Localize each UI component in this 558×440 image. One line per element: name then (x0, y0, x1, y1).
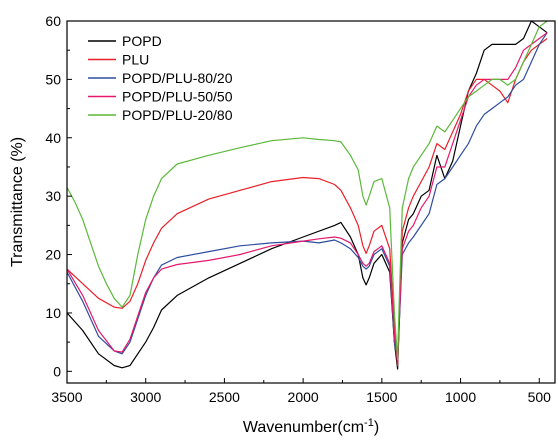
legend-label-2: POPD/PLU-80/20 (122, 70, 233, 86)
y-axis-title: Transmittance (%) (9, 137, 26, 267)
legend-label-0: POPD (122, 33, 162, 49)
x-tick-label: 500 (528, 389, 552, 405)
x-axis-title-superscript: -1 (364, 417, 374, 429)
x-tick-label: 3000 (130, 389, 161, 405)
series-line-0 (66, 20, 548, 370)
x-tick-label: 1000 (445, 389, 476, 405)
x-tick-label: 3500 (51, 389, 82, 405)
legend-label-4: POPD/PLU-20/80 (122, 107, 233, 123)
series-layer (66, 20, 548, 370)
x-tick-label: 1500 (366, 389, 397, 405)
y-tick-label: 0 (53, 363, 61, 379)
x-axis-title: Wavenumber(cm-1) (243, 417, 379, 436)
x-tick-label: 2000 (288, 389, 319, 405)
x-axis-title-main: Wavenumber(cm (243, 419, 364, 436)
x-tick-label: 2500 (209, 389, 240, 405)
y-tick-label: 50 (45, 71, 61, 87)
y-tick-label: 10 (45, 305, 61, 321)
legend-label-3: POPD/PLU-50/50 (122, 89, 233, 105)
legend-label-1: PLU (122, 52, 149, 68)
y-tick-label: 20 (45, 247, 61, 263)
x-axis-title-close: ) (374, 419, 379, 436)
y-tick-label: 40 (45, 130, 61, 146)
series-line-4 (66, 20, 548, 361)
x-axis: 3500 3000 2500 2000 1500 1000 500 (51, 378, 551, 405)
legend: POPD PLU POPD/PLU-80/20 POPD/PLU-50/50 POPD/… (88, 33, 233, 123)
plot-frame (66, 20, 556, 384)
y-axis: 0 10 20 30 40 50 60 (45, 13, 72, 379)
series-line-3 (66, 32, 548, 364)
y-tick-label: 60 (45, 13, 61, 29)
y-tick-label: 30 (45, 188, 61, 204)
